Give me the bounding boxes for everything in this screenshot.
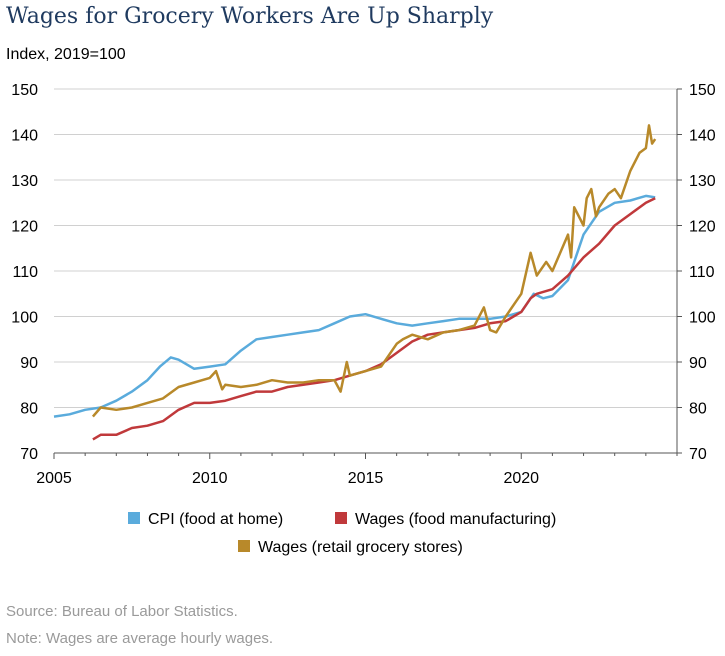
y-axis-unit-label: Index, 2019=100	[6, 46, 126, 63]
x-tick-label: 2010	[192, 470, 228, 487]
legend-label: Wages (retail grocery stores)	[258, 539, 463, 556]
y-tick-label-left: 120	[11, 219, 38, 236]
series-line-cpi-food-at-home	[53, 194, 656, 418]
y-tick-label-right: 80	[689, 401, 707, 418]
x-tick-label: 2020	[503, 470, 539, 487]
legend-swatch	[238, 540, 250, 552]
legend-label: Wages (food manufacturing)	[355, 511, 556, 528]
source-note: Source: Bureau of Labor Statistics.	[6, 603, 238, 620]
y-tick-label-left: 100	[11, 310, 38, 327]
chart-notes: Source: Bureau of Labor Statistics. Note…	[6, 598, 273, 652]
y-tick-label-left: 70	[20, 446, 38, 463]
footnote: Note: Wages are average hourly wages.	[6, 630, 274, 647]
x-tick-label: 2005	[36, 470, 72, 487]
y-tick-label-right: 150	[689, 82, 716, 99]
y-tick-label-left: 150	[11, 82, 38, 99]
x-tick-label: 2015	[348, 470, 384, 487]
y-tick-label-right: 90	[689, 355, 707, 372]
y-tick-label-right: 100	[689, 310, 716, 327]
y-tick-label-right: 110	[689, 264, 715, 281]
series-line-wages-retail-grocery-stores	[91, 124, 657, 418]
legend: CPI (food at home) Wages (food manufactur…	[128, 511, 556, 556]
gridlines	[54, 88, 677, 408]
y-tick-label-left: 140	[11, 128, 38, 145]
y-tick-label-left: 110	[12, 264, 38, 281]
y-tick-label-left: 130	[11, 173, 38, 190]
tick-labels: 70 70 80 80 90 90 100 100 110 110 120 120 130 130 140 1…	[11, 82, 716, 487]
y-tick-label-right: 130	[689, 173, 716, 190]
y-tick-label-left: 90	[20, 355, 38, 372]
series-lines	[53, 124, 657, 441]
series-line-wages-food-manufacturing	[92, 197, 656, 441]
legend-label: CPI (food at home)	[148, 511, 283, 528]
chart-title: Wages for Grocery Workers Are Up Sharply	[6, 4, 494, 29]
y-tick-label-right: 120	[689, 219, 716, 236]
y-tick-label-right: 70	[689, 446, 707, 463]
legend-swatch	[335, 512, 347, 524]
y-tick-label-left: 80	[20, 401, 38, 418]
y-tick-label-right: 140	[689, 128, 716, 145]
legend-swatch	[128, 512, 140, 524]
axes	[53, 88, 682, 459]
